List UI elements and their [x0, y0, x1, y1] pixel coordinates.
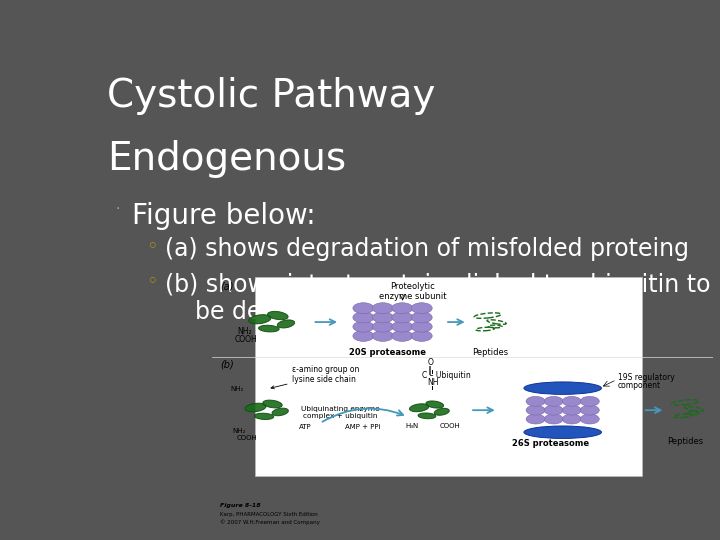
- Text: 20S proteasome: 20S proteasome: [349, 348, 426, 357]
- Circle shape: [580, 405, 599, 415]
- Circle shape: [372, 303, 393, 314]
- Circle shape: [411, 330, 432, 341]
- Circle shape: [580, 414, 599, 424]
- Circle shape: [411, 312, 432, 323]
- Ellipse shape: [426, 401, 444, 408]
- Text: Peptides: Peptides: [472, 348, 508, 357]
- Text: C – Ubiquitin: C – Ubiquitin: [422, 371, 470, 380]
- Circle shape: [544, 414, 563, 424]
- Ellipse shape: [248, 315, 271, 324]
- Ellipse shape: [524, 382, 601, 394]
- Circle shape: [562, 405, 581, 415]
- Text: ◦: ◦: [145, 238, 157, 256]
- Text: COOH: COOH: [236, 435, 257, 441]
- Ellipse shape: [272, 408, 289, 416]
- Circle shape: [526, 414, 545, 424]
- Ellipse shape: [263, 400, 282, 408]
- Circle shape: [411, 321, 432, 332]
- Text: ε-amino group on
lysine side chain: ε-amino group on lysine side chain: [271, 365, 360, 389]
- Text: COOH: COOH: [440, 423, 461, 429]
- Text: enzyme subunit: enzyme subunit: [379, 292, 446, 301]
- Ellipse shape: [268, 312, 288, 320]
- Text: Karp, PHARMACOLOGY Sixth Edition: Karp, PHARMACOLOGY Sixth Edition: [220, 512, 318, 517]
- Circle shape: [353, 330, 374, 341]
- Text: © 2007 W.H.Freeman and Company: © 2007 W.H.Freeman and Company: [220, 519, 320, 525]
- Text: 19S regulatory: 19S regulatory: [618, 373, 675, 382]
- Circle shape: [544, 396, 563, 406]
- Text: Ubiquinating enzyme
complex + ubiquitin: Ubiquinating enzyme complex + ubiquitin: [301, 406, 379, 419]
- Text: COOH: COOH: [235, 335, 258, 345]
- Ellipse shape: [524, 426, 601, 438]
- Text: 26S proteasome: 26S proteasome: [512, 439, 589, 448]
- Text: O: O: [428, 358, 433, 367]
- FancyBboxPatch shape: [255, 277, 642, 476]
- Text: (b): (b): [220, 360, 234, 370]
- Circle shape: [372, 321, 393, 332]
- Text: (a): (a): [220, 282, 233, 292]
- Text: Endogenous: Endogenous: [107, 140, 346, 178]
- Text: ·: ·: [115, 202, 120, 216]
- Text: ◦: ◦: [145, 273, 157, 292]
- Text: H₃N: H₃N: [405, 423, 418, 429]
- Circle shape: [411, 303, 432, 314]
- Ellipse shape: [418, 413, 436, 418]
- Text: NH₂: NH₂: [238, 327, 252, 336]
- Circle shape: [526, 405, 545, 415]
- Text: Figure below:: Figure below:: [132, 202, 315, 230]
- Text: component: component: [618, 381, 661, 390]
- Text: ‖: ‖: [428, 366, 431, 375]
- Text: NH: NH: [428, 378, 439, 387]
- Text: NH₂: NH₂: [230, 386, 243, 392]
- Text: Proteolytic: Proteolytic: [390, 282, 435, 291]
- Circle shape: [353, 321, 374, 332]
- Circle shape: [392, 330, 413, 341]
- Ellipse shape: [410, 404, 429, 411]
- Circle shape: [392, 303, 413, 314]
- Text: Cystolic Pathway: Cystolic Pathway: [107, 77, 435, 115]
- Text: NH₂: NH₂: [233, 428, 246, 434]
- Ellipse shape: [277, 320, 294, 328]
- Circle shape: [544, 405, 563, 415]
- Circle shape: [372, 330, 393, 341]
- Text: Figure 8-18: Figure 8-18: [220, 503, 261, 508]
- Ellipse shape: [245, 403, 266, 412]
- Circle shape: [580, 396, 599, 406]
- Ellipse shape: [254, 413, 274, 420]
- Circle shape: [353, 312, 374, 323]
- Circle shape: [372, 312, 393, 323]
- Text: (b) shows intact proteins linked to ubiquitin to
    be degraded: (b) shows intact proteins linked to ubiq…: [166, 273, 711, 325]
- Text: ATP: ATP: [299, 424, 311, 430]
- Circle shape: [353, 303, 374, 314]
- Circle shape: [392, 321, 413, 332]
- Text: (a) shows degradation of misfolded proteing: (a) shows degradation of misfolded prote…: [166, 238, 689, 261]
- Circle shape: [562, 414, 581, 424]
- Text: AMP + PPi: AMP + PPi: [345, 424, 380, 430]
- Circle shape: [392, 312, 413, 323]
- Circle shape: [526, 396, 545, 406]
- Ellipse shape: [258, 325, 279, 332]
- Text: Peptides: Peptides: [667, 437, 703, 447]
- Circle shape: [562, 396, 581, 406]
- Ellipse shape: [434, 408, 449, 415]
